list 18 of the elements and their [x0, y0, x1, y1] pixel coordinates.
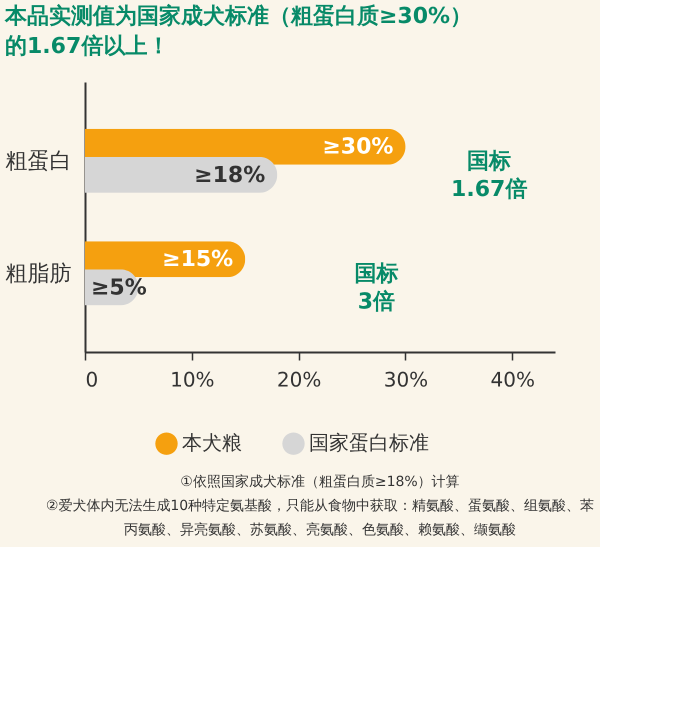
- y-tick-label: 粗蛋白: [6, 148, 72, 174]
- x-tick-label: 10%: [170, 368, 215, 392]
- data-label: ≥30%: [322, 134, 394, 160]
- legend-label: 本犬粮: [182, 430, 242, 455]
- data-label: ≥18%: [194, 162, 266, 188]
- data-label: ≥15%: [162, 247, 234, 272]
- chart-title: 本品实测值为国家成犬标准（粗蛋白质≥30%）的1.67倍以上！: [4, 3, 472, 59]
- legend-label: 国家蛋白标准: [309, 430, 429, 455]
- x-tick-label: 40%: [490, 368, 535, 392]
- annotation: 国标 1.67倍: [451, 148, 528, 202]
- x-tick-label: 20%: [276, 368, 322, 392]
- x-tick-label: 0: [86, 368, 98, 392]
- data-label: ≥5%: [91, 275, 147, 300]
- y-tick-label: 粗脂肪: [6, 261, 72, 286]
- x-tick-label: 30%: [384, 368, 428, 392]
- text: ②爱犬体内无法生成10种特定氨基酸，只能从食物中获取：精氨酸、蛋氨酸、组氨酸、苯丙氨酸、异亮氨酸、苏氨酸、亮氨酸、色氨酸、赖氨酸、缬氨酸: [46, 498, 594, 538]
- annotation: 国标 3倍: [354, 261, 398, 314]
- text: ①依照国家成犬标准（粗蛋白质≥18%）计算: [180, 474, 460, 490]
